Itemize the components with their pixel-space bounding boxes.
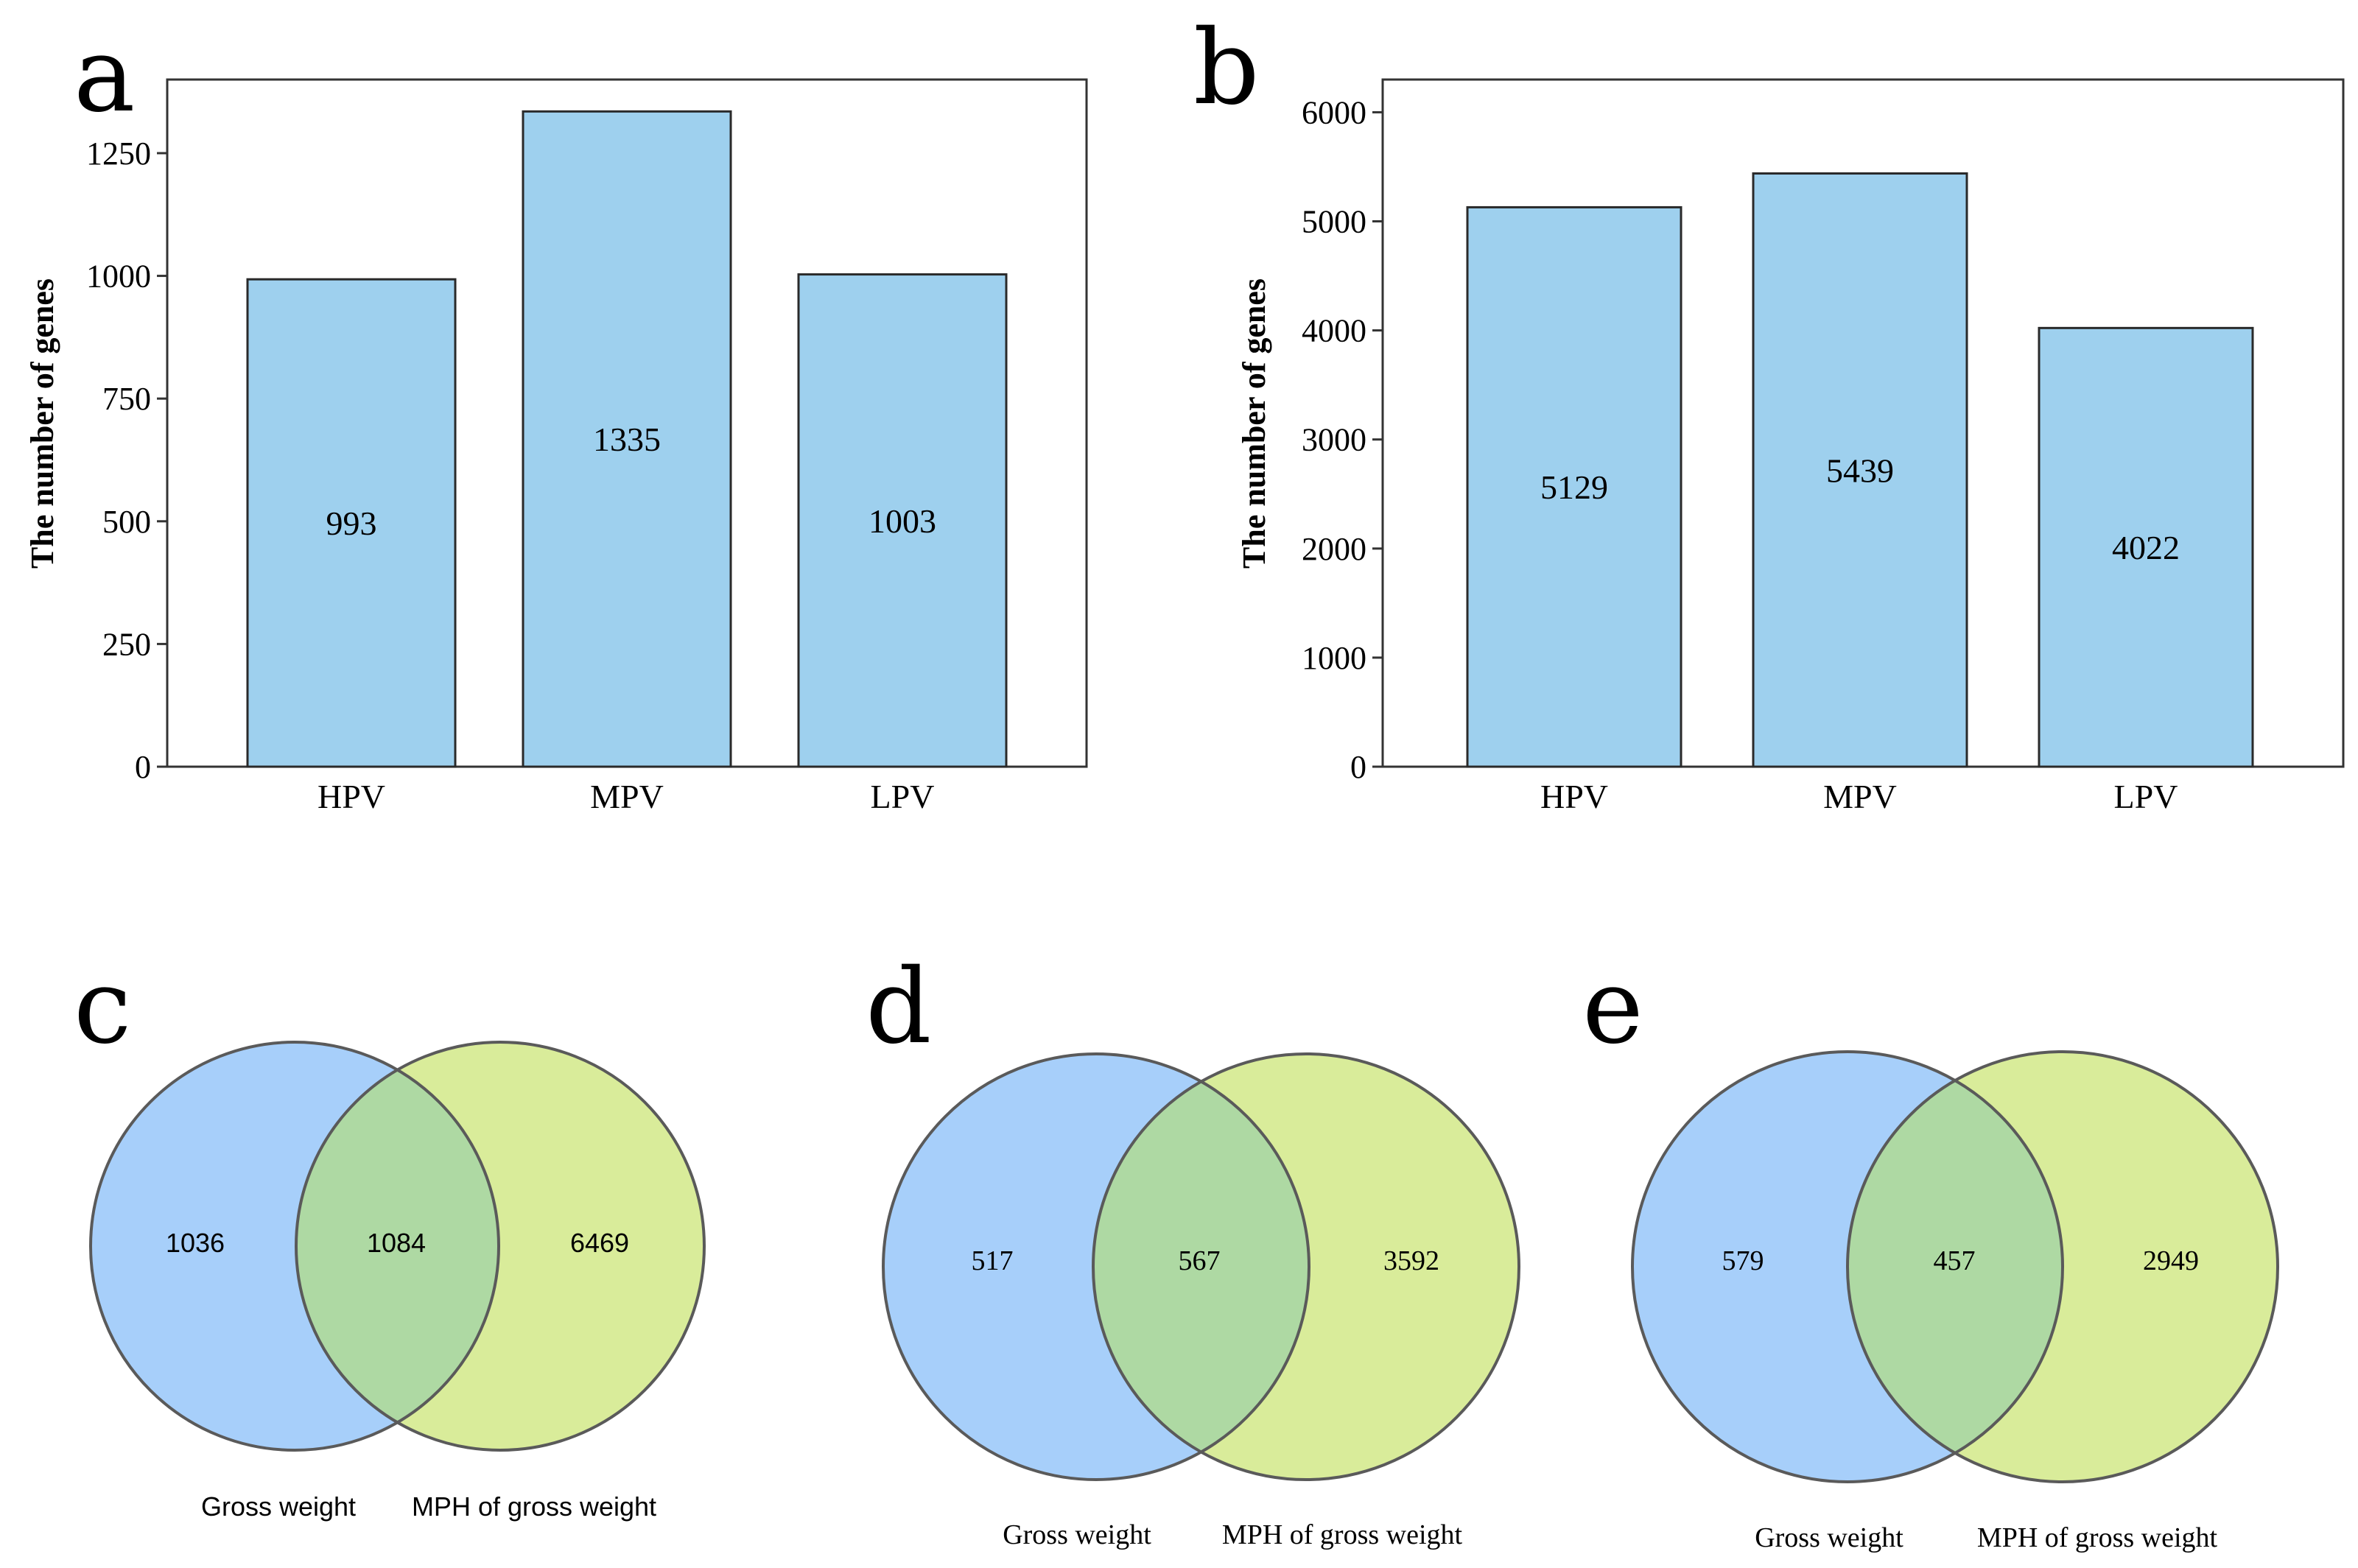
- venn-d-right-count: 3592: [1383, 1245, 1439, 1276]
- bar-value-label-a-mpv: 1335: [593, 421, 661, 458]
- venn-c-right-label: MPH of gross weight: [412, 1491, 656, 1522]
- venn-e-left-label: Gross weight: [1755, 1522, 1903, 1553]
- venn-d-left-count: 517: [972, 1245, 1014, 1276]
- x-tick-label-a-lpv: LPV: [871, 778, 935, 815]
- y-tick-label-b-3000: 3000: [1302, 422, 1366, 458]
- bar-chart-b: 5129 5439 4022 0 1000 2000 3000 4000 5000 6000 H…: [1236, 78, 2345, 815]
- y-tick-label-b-1000: 1000: [1302, 640, 1366, 676]
- venn-e-overlap-count: 457: [1934, 1245, 1976, 1276]
- venn-e-overlap: [1848, 1052, 2063, 1482]
- x-tick-label-a-hpv: HPV: [317, 778, 385, 815]
- bar-a-mpv: [522, 110, 732, 768]
- venn-e-right-outline: [1846, 1050, 2279, 1483]
- venn-d-right-label: MPH of gross weight: [1222, 1519, 1463, 1550]
- venn-e-right-count: 2949: [2143, 1245, 2199, 1276]
- y-ticks-b: 0 1000 2000 3000 4000 5000 6000: [1302, 94, 1383, 785]
- venn-d-right-outline: [1092, 1052, 1520, 1481]
- venn-c-left-outline: [89, 1041, 500, 1452]
- bars-b: 5129 5439 4022: [1466, 172, 2254, 768]
- y-tick-label-a-500: 500: [102, 504, 151, 540]
- venn-e-right-label: MPH of gross weight: [1977, 1522, 2218, 1553]
- x-tick-label-b-hpv: HPV: [1540, 778, 1608, 815]
- y-tick-label-b-6000: 6000: [1302, 94, 1366, 130]
- y-axis-label-b: The number of genes: [1236, 278, 1272, 569]
- y-tick-label-a-750: 750: [102, 381, 151, 417]
- y-tick-label-b-5000: 5000: [1302, 204, 1366, 240]
- venn-c-overlap: [296, 1042, 499, 1450]
- bar-a-hpv: [246, 278, 457, 768]
- bar-b-hpv: [1466, 205, 1682, 768]
- x-tick-label-b-mpv: MPV: [1823, 778, 1897, 815]
- bars-a: 993 1335 1003: [246, 110, 1008, 768]
- bar-chart-a: 993 1335 1003 0 250 500 750 1000 1250 HPV MPV LPV…: [24, 78, 1088, 815]
- panel-letter-b: b: [1193, 8, 1260, 128]
- bar-b-lpv: [2038, 326, 2254, 768]
- y-tick-label-b-0: 0: [1350, 749, 1366, 785]
- venn-c-right-outline: [295, 1041, 706, 1452]
- venn-d-overlap-count: 567: [1179, 1245, 1221, 1276]
- y-tick-label-a-250: 250: [102, 626, 151, 662]
- venn-c: 1036 1084 6469 Gross weight MPH of gross…: [89, 1041, 706, 1522]
- venn-e-left-count: 579: [1722, 1245, 1764, 1276]
- bar-value-label-b-lpv: 4022: [2112, 529, 2180, 566]
- venn-c-right-count: 6469: [570, 1228, 629, 1258]
- venn-d-overlap: [1093, 1054, 1309, 1480]
- venn-c-left-label: Gross weight: [201, 1491, 356, 1522]
- y-tick-label-b-4000: 4000: [1302, 313, 1366, 349]
- y-tick-label-a-1250: 1250: [86, 136, 151, 172]
- panel-letter-d: d: [866, 947, 932, 1067]
- bar-a-lpv: [797, 273, 1008, 768]
- x-categories-b: HPV MPV LPV: [1540, 778, 2178, 815]
- venn-d: 517 567 3592 Gross weight MPH of gross w…: [882, 1052, 1520, 1550]
- x-categories-a: HPV MPV LPV: [317, 778, 934, 815]
- bar-value-label-a-hpv: 993: [326, 504, 377, 542]
- bar-value-label-b-hpv: 5129: [1540, 468, 1608, 506]
- y-tick-label-b-2000: 2000: [1302, 531, 1366, 567]
- bar-value-label-a-lpv: 1003: [869, 502, 936, 540]
- bar-value-label-b-mpv: 5439: [1826, 451, 1894, 489]
- bar-b-mpv: [1752, 172, 1968, 768]
- panel-letter-e: e: [1582, 947, 1643, 1067]
- x-tick-label-b-lpv: LPV: [2114, 778, 2178, 815]
- panel-letter-a: a: [74, 15, 135, 136]
- y-tick-label-a-0: 0: [135, 749, 151, 785]
- panel-letter-c: c: [74, 947, 131, 1067]
- venn-e: 579 457 2949 Gross weight MPH of gross w…: [1631, 1050, 2279, 1553]
- y-axis-label-a: The number of genes: [24, 278, 60, 569]
- y-ticks-a: 0 250 500 750 1000 1250: [86, 136, 167, 785]
- venn-c-left-count: 1036: [166, 1228, 225, 1258]
- x-tick-label-a-mpv: MPV: [590, 778, 664, 815]
- venn-e-left-outline: [1631, 1050, 2064, 1483]
- venn-c-overlap-count: 1084: [367, 1228, 426, 1258]
- venn-d-left-label: Gross weight: [1003, 1519, 1151, 1550]
- y-tick-label-a-1000: 1000: [86, 259, 151, 295]
- venn-d-left-outline: [882, 1052, 1310, 1481]
